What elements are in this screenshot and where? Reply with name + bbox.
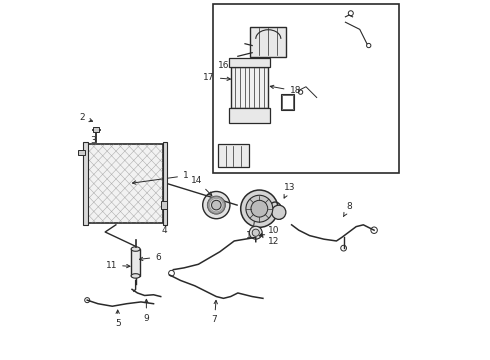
Circle shape (246, 195, 273, 222)
Bar (231, 67, 269, 108)
Text: 14: 14 (191, 176, 212, 195)
Circle shape (212, 200, 221, 210)
Circle shape (252, 229, 259, 236)
Bar (218, 144, 248, 167)
Bar (213, 4, 399, 173)
Bar (282, 95, 294, 109)
Circle shape (241, 190, 278, 227)
Ellipse shape (131, 274, 140, 278)
Text: 13: 13 (284, 183, 295, 198)
Circle shape (249, 226, 262, 239)
Text: 16: 16 (218, 61, 229, 70)
Bar (161, 201, 167, 209)
Bar (229, 58, 270, 67)
Text: 10: 10 (259, 226, 279, 236)
Text: 4: 4 (162, 208, 167, 235)
Text: 15: 15 (246, 216, 258, 240)
Text: 1: 1 (132, 171, 189, 184)
Ellipse shape (131, 247, 140, 251)
Bar (229, 108, 270, 123)
Bar (93, 127, 99, 132)
Circle shape (203, 192, 230, 219)
Circle shape (207, 196, 225, 214)
Text: 9: 9 (144, 299, 149, 323)
Bar (250, 27, 286, 57)
Text: 12: 12 (261, 235, 279, 246)
Text: 11: 11 (106, 261, 130, 270)
Bar (131, 249, 140, 276)
Circle shape (251, 200, 268, 217)
Bar (163, 142, 167, 225)
Bar (87, 144, 163, 223)
Circle shape (271, 205, 286, 219)
Text: 18: 18 (270, 85, 301, 95)
Text: 8: 8 (343, 202, 352, 217)
Text: 5: 5 (115, 310, 121, 328)
Bar (281, 94, 294, 110)
Text: 3: 3 (84, 136, 96, 148)
Text: 2: 2 (79, 113, 93, 122)
Bar (78, 150, 85, 155)
Text: 17: 17 (203, 73, 230, 82)
Bar (83, 142, 88, 225)
Text: 7: 7 (212, 300, 218, 324)
Text: 6: 6 (140, 253, 161, 262)
